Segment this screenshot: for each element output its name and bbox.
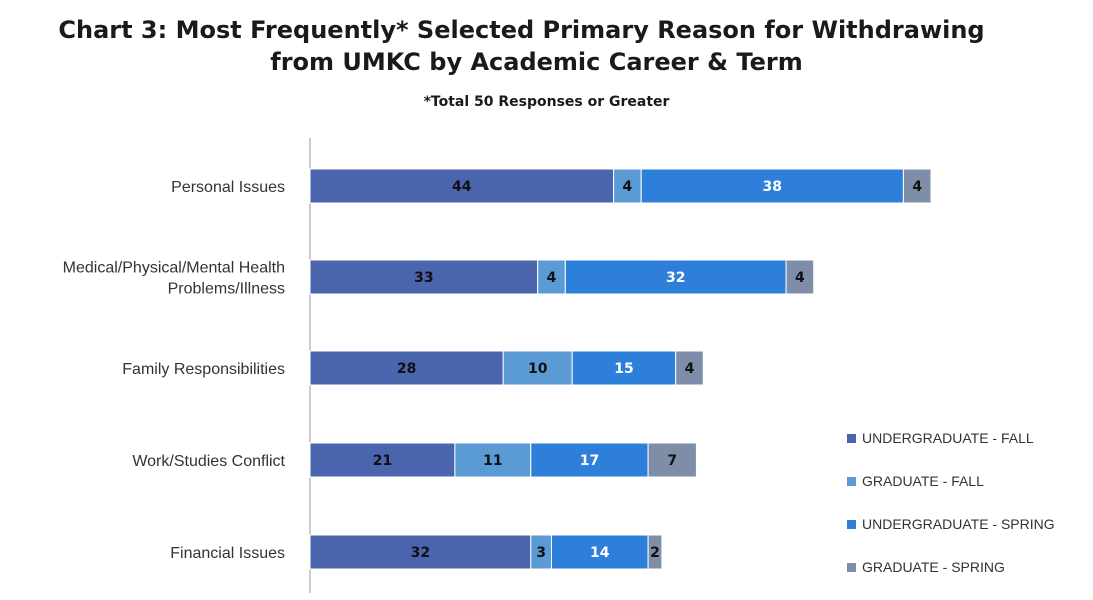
legend-label: UNDERGRADUATE - FALL — [862, 430, 1034, 446]
data-label: 3 — [536, 545, 546, 561]
chart-title-line-1: Chart 3: Most Frequently* Selected Prima… — [58, 16, 985, 44]
data-label: 7 — [667, 453, 677, 469]
data-label: 44 — [452, 179, 472, 195]
data-label: 28 — [397, 361, 416, 377]
bar-segment — [309, 442, 456, 478]
data-label: 14 — [590, 545, 610, 561]
bar-segment — [530, 442, 649, 478]
data-label: 4 — [623, 179, 633, 195]
chart-title-line-2: from UMKC by Academic Career & Term — [270, 48, 803, 76]
chart-title: Chart 3: Most Frequently* Selected Prima… — [0, 14, 1093, 78]
legend-item: UNDERGRADUATE - FALL — [847, 428, 1055, 448]
legend-label: UNDERGRADUATE - SPRING — [862, 516, 1055, 532]
bar-segment — [564, 259, 787, 295]
chart-legend: UNDERGRADUATE - FALL GRADUATE - FALL UNDER… — [847, 428, 1055, 600]
data-label: 11 — [483, 453, 502, 469]
legend-swatch — [847, 519, 856, 529]
category-label: Personal Issues — [171, 179, 285, 196]
data-label: 4 — [685, 361, 695, 377]
bar-segment — [309, 259, 539, 295]
legend-item: GRADUATE - FALL — [847, 471, 1055, 491]
legend-item: UNDERGRADUATE - SPRING — [847, 514, 1055, 534]
legend-swatch — [847, 476, 856, 486]
bar-segment — [309, 534, 532, 570]
legend-label: GRADUATE - FALL — [862, 473, 984, 489]
category-label: Family Responsibilities — [122, 361, 285, 378]
bar-segment — [502, 350, 573, 386]
data-label: 4 — [547, 270, 557, 286]
bar-segment — [571, 350, 677, 386]
data-label: 4 — [795, 270, 805, 286]
bar-segment — [647, 442, 697, 478]
bar-segment — [647, 534, 663, 570]
legend-swatch — [847, 562, 856, 572]
bar-segment — [675, 350, 704, 386]
data-label: 4 — [912, 179, 922, 195]
legend-item: GRADUATE - SPRING — [847, 557, 1055, 577]
bar-segment — [309, 350, 504, 386]
legend-label: GRADUATE - SPRING — [862, 559, 1005, 575]
data-label: 10 — [528, 361, 548, 377]
legend-swatch — [847, 433, 856, 443]
bar-segment — [785, 259, 815, 295]
data-label: 2 — [650, 545, 660, 561]
data-label: 21 — [373, 453, 392, 469]
category-label: Financial Issues — [170, 545, 285, 562]
bar-segment — [613, 168, 642, 204]
data-label: 17 — [580, 453, 599, 469]
bar-segment — [902, 168, 932, 204]
data-label: 33 — [414, 270, 433, 286]
data-label: 15 — [614, 361, 633, 377]
data-label: 32 — [411, 545, 430, 561]
bar-segment — [537, 259, 566, 295]
data-label: 32 — [666, 270, 685, 286]
category-label: Work/Studies Conflict — [132, 453, 285, 470]
category-label: Medical/Physical/Mental Health Problems/I… — [63, 260, 285, 298]
chart-subtitle: *Total 50 Responses or Greater — [423, 94, 670, 110]
data-label: 38 — [763, 179, 782, 195]
